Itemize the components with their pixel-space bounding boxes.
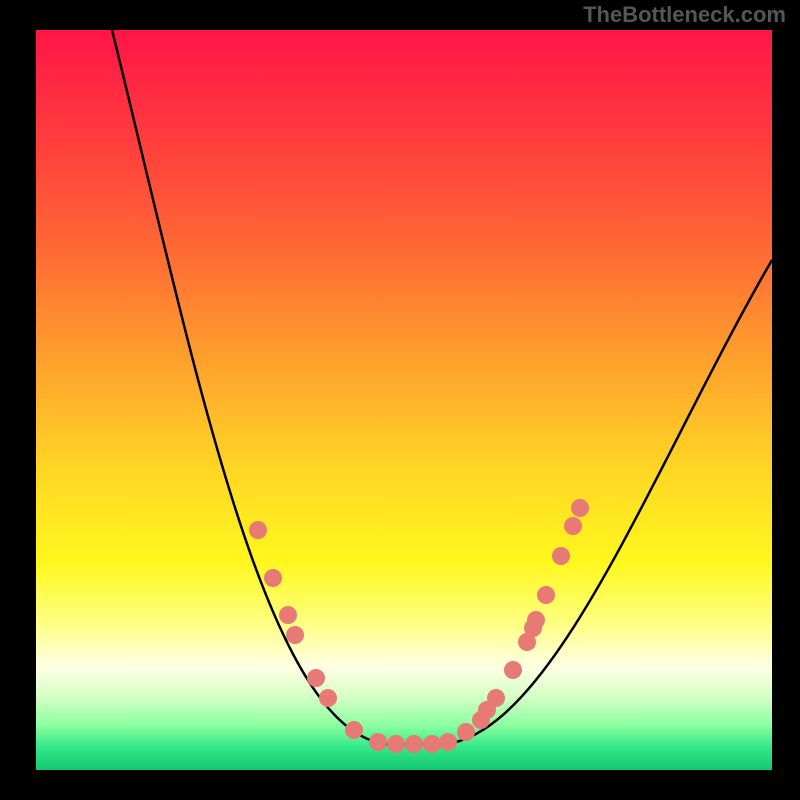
watermark-text: TheBottleneck.com	[583, 2, 786, 28]
data-point	[527, 611, 545, 629]
data-point	[307, 669, 325, 687]
plot-svg	[36, 30, 772, 770]
data-point	[264, 569, 282, 587]
data-point	[423, 735, 441, 753]
data-point	[504, 661, 522, 679]
chart-container: TheBottleneck.com	[0, 0, 800, 800]
data-point	[286, 626, 304, 644]
data-point	[457, 723, 475, 741]
data-point	[571, 499, 589, 517]
data-point	[369, 733, 387, 751]
data-point	[564, 517, 582, 535]
data-point	[319, 689, 337, 707]
data-point	[345, 721, 363, 739]
data-point	[249, 521, 267, 539]
data-point	[387, 735, 405, 753]
data-point	[487, 689, 505, 707]
data-point	[552, 547, 570, 565]
data-point	[439, 733, 457, 751]
data-point	[405, 735, 423, 753]
gradient-background	[36, 30, 772, 770]
data-point	[537, 586, 555, 604]
plot-area	[36, 30, 772, 770]
data-point	[279, 606, 297, 624]
